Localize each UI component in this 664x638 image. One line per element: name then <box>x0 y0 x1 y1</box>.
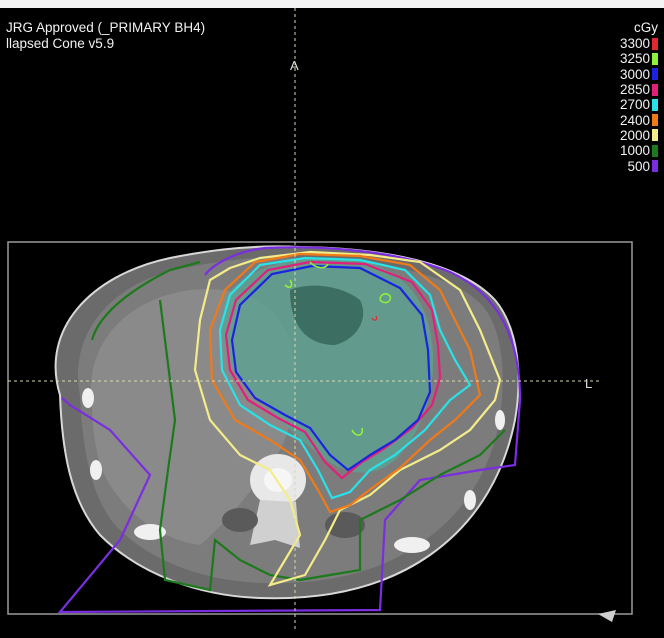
legend-swatch <box>652 129 658 142</box>
legend-value: 3000 <box>619 66 650 82</box>
algorithm-name: llapsed Cone v5.9 <box>6 36 115 51</box>
isodose-2400 <box>208 252 482 514</box>
legend-value: 500 <box>627 158 650 174</box>
rib-right-1 <box>394 537 430 553</box>
rib-left-2 <box>82 388 94 408</box>
isodose-3300 <box>371 315 378 321</box>
couch-outline <box>7 241 633 615</box>
legend-swatch <box>652 37 658 50</box>
isodose-legend: 3300 3250 3000 2850 2700 2400 2000 1000 500 <box>620 36 658 174</box>
legend-swatch <box>652 83 658 96</box>
legend-value: 2400 <box>619 112 650 128</box>
isodose-1000 <box>90 260 506 592</box>
orientation-marker <box>598 610 616 622</box>
legend-row-3250: 3250 <box>620 51 658 66</box>
isodose-2000 <box>193 250 502 587</box>
legend-row-2700: 2700 <box>620 97 658 112</box>
legend-row-2400: 2400 <box>619 112 658 128</box>
target-volume <box>221 257 434 473</box>
rib-left-1 <box>134 524 166 540</box>
stomach-air <box>290 285 364 345</box>
isodose-3250-a <box>284 261 392 436</box>
legend-row-3300: 3300 <box>620 36 658 51</box>
legend-row-2850: 2850 <box>620 82 658 97</box>
legend-value: 2700 <box>619 97 650 113</box>
plan-info: JRG Approved (_PRIMARY BH4) llapsed Cone … <box>6 20 205 52</box>
legend-swatch <box>652 68 658 81</box>
legend-swatch <box>652 144 658 157</box>
viewer-top-border <box>0 0 664 8</box>
legend-value: 1000 <box>619 143 650 159</box>
legend-row-3000: 3000 <box>620 67 658 82</box>
legend-value: 3300 <box>619 36 650 52</box>
legend-row-1000: 1000 <box>620 143 658 158</box>
legend-value: 3250 <box>619 51 650 67</box>
legend-row-500: 500 <box>620 158 658 174</box>
legend-swatch <box>652 52 658 65</box>
left-label: L <box>585 376 593 391</box>
legend-swatch <box>652 114 658 127</box>
kidney-right <box>222 508 258 532</box>
legend-value: 2000 <box>619 127 650 143</box>
rib-left-3 <box>90 460 102 480</box>
legend-row-2000: 2000 <box>620 128 658 143</box>
legend-swatch <box>652 98 658 111</box>
isodose-500 <box>57 246 522 614</box>
rib-right-2 <box>495 410 505 430</box>
anterior-label: A <box>290 58 299 73</box>
dose-unit-label: cGy <box>633 20 658 35</box>
isodose-3000 <box>230 264 432 472</box>
rib-right-3 <box>464 490 476 510</box>
vertebral-body-core <box>264 468 292 492</box>
legend-value: 2850 <box>619 82 650 98</box>
isodose-2700 <box>218 256 472 500</box>
legend-swatch <box>652 160 658 173</box>
plan-name: JRG Approved (_PRIMARY BH4) <box>6 20 206 35</box>
spinous-process <box>250 500 300 548</box>
